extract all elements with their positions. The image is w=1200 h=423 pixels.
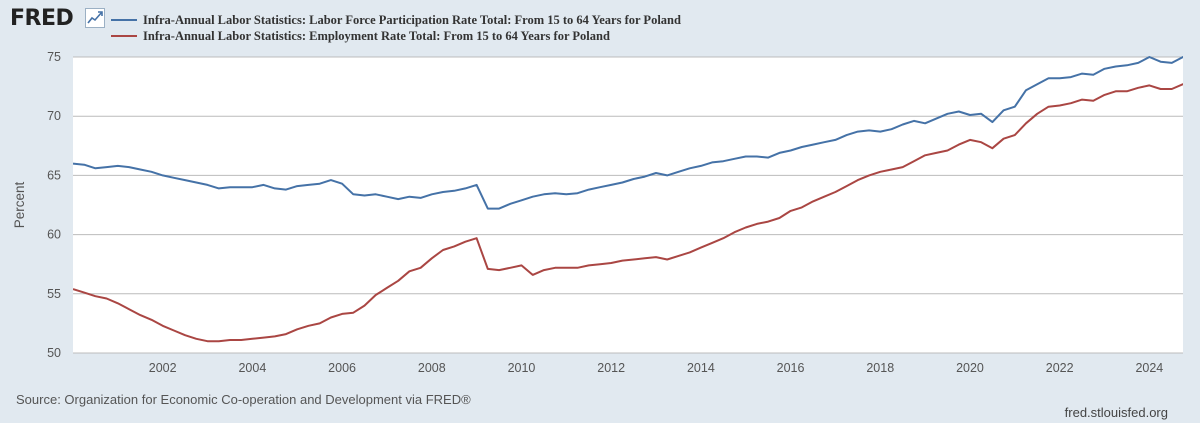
x-tick-label: 2016: [777, 361, 805, 375]
plot-area: [73, 57, 1183, 353]
x-tick-label: 2008: [418, 361, 446, 375]
y-tick-label: 70: [47, 109, 61, 123]
legend-swatch-participation: [111, 19, 137, 21]
site-credit[interactable]: fred.stlouisfed.org: [1064, 405, 1168, 420]
y-tick-label: 75: [47, 50, 61, 64]
y-axis-ticks: 50 55 60 65 70 75: [47, 50, 61, 360]
legend-item-participation-rate[interactable]: Infra-Annual Labor Statistics: Labor For…: [111, 12, 681, 28]
x-tick-label: 2002: [149, 361, 177, 375]
x-axis-ticks: 2002 2004 2006 2008 2010 2012 2014 2016 2018 2020…: [149, 361, 1164, 375]
gridlines: [73, 56, 1183, 354]
x-tick-label: 2010: [508, 361, 536, 375]
x-tick-label: 2020: [956, 361, 984, 375]
legend-label-employment: Infra-Annual Labor Statistics: Employmen…: [143, 28, 610, 43]
series-line-employment-rate[interactable]: [73, 83, 1194, 343]
legend-swatch-employment: [111, 35, 137, 37]
y-tick-label: 55: [47, 287, 61, 301]
x-tick-label: 2004: [238, 361, 266, 375]
x-tick-label: 2014: [687, 361, 715, 375]
trend-line-icon: [85, 8, 105, 28]
fred-logo[interactable]: FRED: [10, 6, 74, 31]
source-note: Source: Organization for Economic Co-ope…: [16, 392, 471, 407]
y-tick-label: 50: [47, 346, 61, 360]
y-tick-label: 65: [47, 168, 61, 182]
y-axis-label: Percent: [12, 181, 27, 228]
x-tick-label: 2006: [328, 361, 356, 375]
y-tick-label: 60: [47, 228, 61, 242]
series-line-participation-rate[interactable]: [73, 56, 1194, 210]
x-tick-label: 2018: [866, 361, 894, 375]
series-lines: [73, 56, 1194, 343]
x-tick-label: 2024: [1135, 361, 1163, 375]
legend-label-participation: Infra-Annual Labor Statistics: Labor For…: [143, 12, 681, 27]
x-tick-label: 2012: [597, 361, 625, 375]
x-tick-label: 2022: [1046, 361, 1074, 375]
legend-item-employment-rate[interactable]: Infra-Annual Labor Statistics: Employmen…: [111, 28, 610, 44]
